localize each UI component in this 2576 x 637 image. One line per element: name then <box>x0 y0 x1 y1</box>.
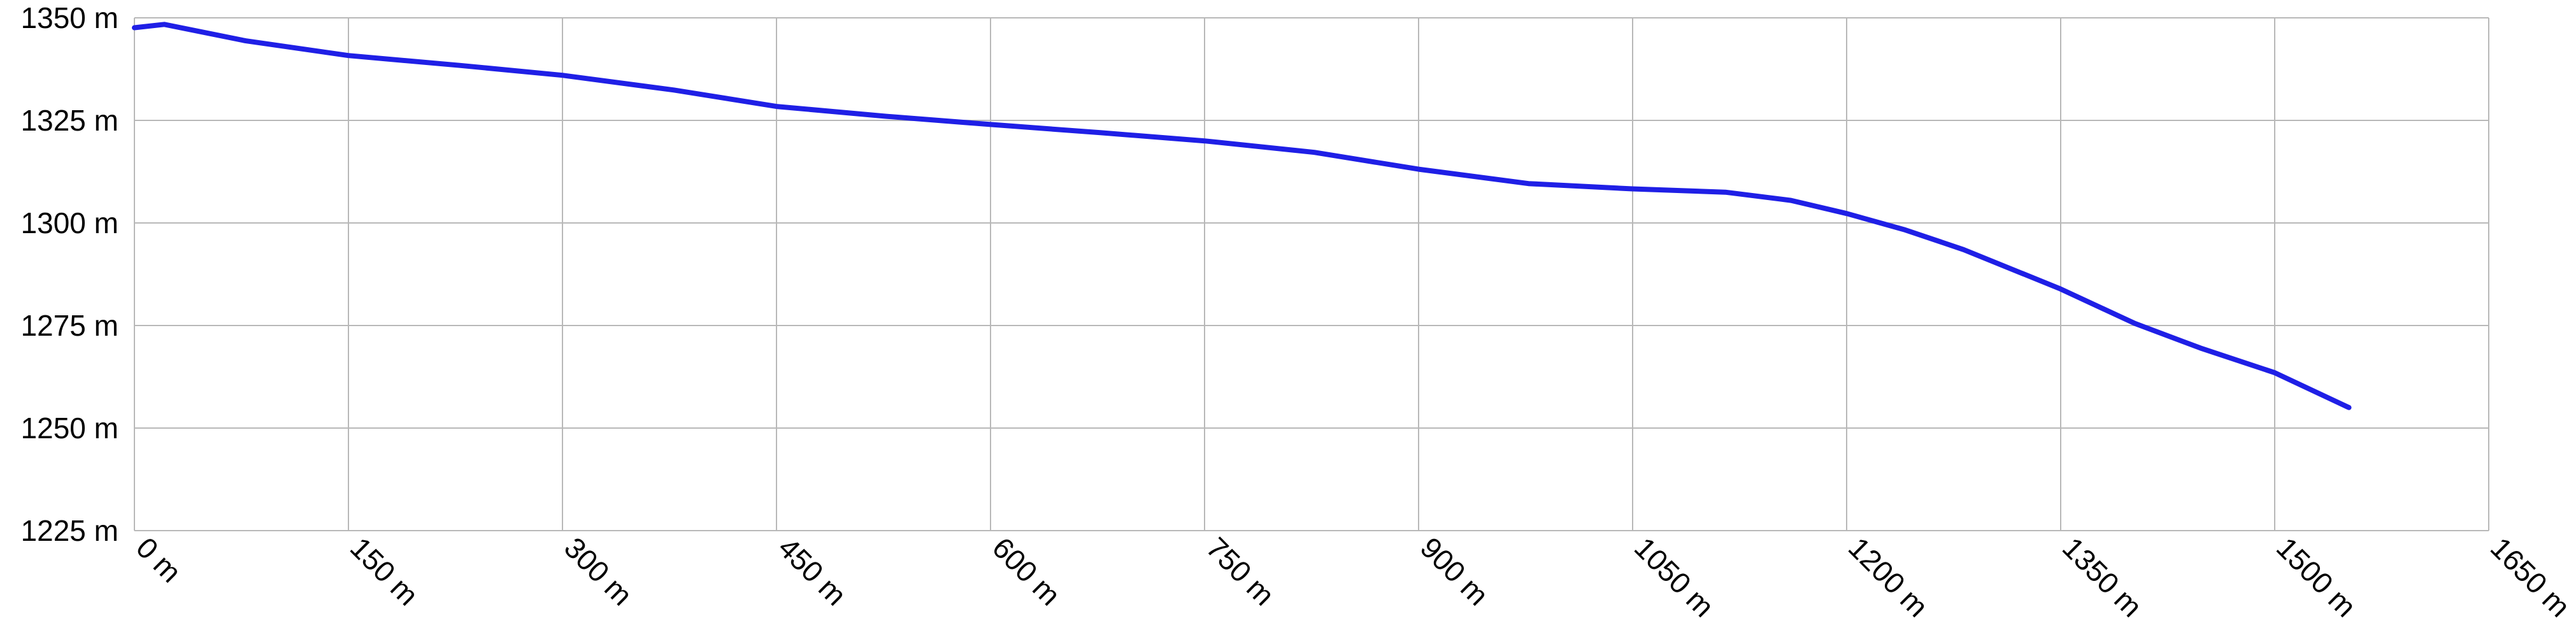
x-tick-label: 600 m <box>986 531 1067 612</box>
x-tick-label: 1200 m <box>1842 531 1935 623</box>
y-tick-label: 1350 m <box>21 1 118 34</box>
y-tick-label: 1250 m <box>21 412 118 445</box>
x-tick-label: 900 m <box>1414 531 1495 612</box>
x-tick-label: 450 m <box>772 531 853 612</box>
y-tick-label: 1300 m <box>21 206 118 240</box>
x-tick-label: 1500 m <box>2270 531 2363 623</box>
y-tick-label: 1225 m <box>21 514 118 547</box>
x-tick-label: 750 m <box>1200 531 1281 612</box>
y-tick-label: 1325 m <box>21 104 118 137</box>
x-tick-label: 0 m <box>130 531 188 589</box>
elevation-line <box>132 22 2352 410</box>
x-tick-label: 150 m <box>344 531 425 612</box>
y-tick-label: 1275 m <box>21 309 118 342</box>
x-tick-label: 1650 m <box>2484 531 2576 623</box>
x-tick-label: 1350 m <box>2056 531 2149 623</box>
x-tick-label: 1050 m <box>1628 531 1721 623</box>
x-tick-label: 300 m <box>558 531 639 612</box>
